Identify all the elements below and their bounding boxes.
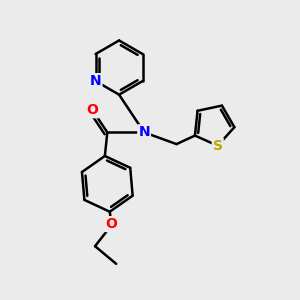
Text: S: S: [213, 139, 223, 153]
Text: N: N: [138, 125, 150, 139]
Text: O: O: [105, 217, 117, 231]
Text: N: N: [90, 74, 101, 88]
Text: O: O: [87, 103, 98, 117]
